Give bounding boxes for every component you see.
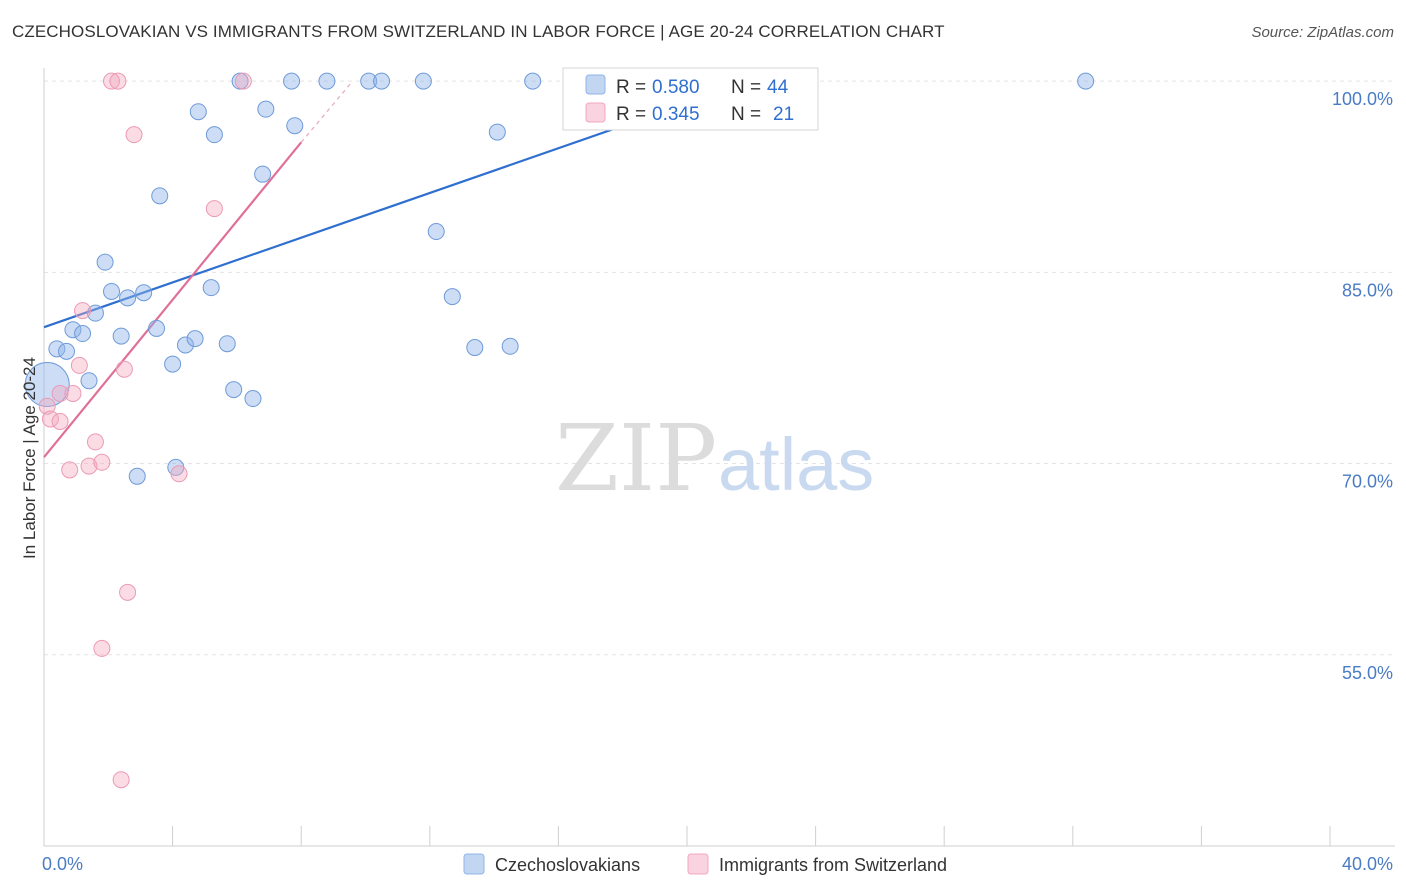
watermark-atlas: atlas [718,423,874,506]
point-0-22 [218,335,236,353]
y-axis-label: In Labor Force | Age 20-24 [20,357,39,559]
point-0-18 [186,330,204,348]
point-0-15 [164,355,182,373]
legend: R = 0.580 N = 44 R = 0.345 N = 21 [562,67,819,131]
point-1-7 [74,302,92,320]
point-1-17 [125,126,143,144]
point-0-5 [80,372,98,390]
point-1-14 [112,771,130,789]
point-0-34 [427,223,445,241]
y-tick-labels: 55.0% 70.0% 85.0% 100.0% [1332,89,1393,683]
legend-n-label-2: N = [731,104,761,125]
point-0-0 [24,362,70,408]
point-0-11 [135,284,153,302]
point-0-35 [443,288,461,306]
point-0-39 [524,72,542,90]
point-0-10 [112,327,130,345]
point-0-8 [103,282,121,300]
point-0-3 [64,321,82,339]
point-1-4 [61,461,79,479]
y-tick-label-2: 85.0% [1342,280,1393,300]
point-0-17 [176,336,194,354]
point-1-1 [41,410,59,428]
point-1-0 [38,397,56,415]
point-1-10 [93,453,111,471]
point-0-30 [318,72,336,90]
point-1-9 [86,433,104,451]
y-tick-label-1: 70.0% [1342,472,1393,492]
point-0-21 [205,126,223,144]
point-0-36 [466,339,484,357]
legend-n-value-2: 21 [773,104,794,125]
point-1-19 [205,200,223,218]
gridlines [44,80,1395,656]
bottom-legend-label-czechoslovakians: Czechoslovakians [495,855,640,875]
point-0-4 [74,325,92,343]
point-0-12 [148,319,166,337]
trend-lines [43,80,752,458]
point-0-37 [501,337,519,355]
bottom-legend-swatch-czechoslovakians [463,853,485,875]
point-1-2 [51,412,69,430]
point-1-16 [119,583,137,601]
legend-n-value-1: 44 [767,77,789,98]
point-0-6 [86,304,104,322]
source-label: Source: ZipAtlas.com [1251,24,1394,41]
y-tick-label-0: 55.0% [1342,663,1393,683]
legend-r-label-2: R = [616,104,646,125]
bottom-legend: Czechoslovakians Immigrants from Switzer… [463,853,947,875]
trend-line-1 [43,141,303,458]
point-0-28 [283,72,301,90]
chart-title: CZECHOSLOVAKIAN VS IMMIGRANTS FROM SWITZ… [12,22,945,41]
point-0-31 [360,72,378,90]
point-0-7 [96,253,114,271]
legend-r-value-1: 0.580 [652,77,700,98]
point-1-11 [93,639,111,657]
bottom-legend-label-swiss: Immigrants from Switzerland [719,855,947,875]
point-0-19 [189,103,207,121]
legend-swatch-czechoslovakians [585,74,606,95]
point-0-23 [225,381,243,399]
point-0-43 [1077,72,1095,90]
point-0-2 [58,342,76,360]
point-0-29 [286,117,304,135]
point-1-3 [51,384,69,402]
point-0-38 [488,123,506,141]
legend-r-label-1: R = [616,77,646,98]
point-1-18 [170,465,188,483]
point-0-25 [244,390,262,408]
legend-r-value-2: 0.345 [652,104,700,125]
legend-n-label-1: N = [731,77,761,98]
watermark: ZIP atlas [555,405,874,512]
bottom-legend-swatch-swiss [687,853,709,875]
point-1-6 [70,356,88,374]
point-1-8 [80,457,98,475]
point-0-14 [128,467,146,485]
point-0-32 [373,72,391,90]
point-1-5 [64,384,82,402]
x-tick-labels: 0.0% 40.0% [42,854,1393,874]
watermark-zip: ZIP [555,405,717,512]
point-1-15 [115,360,133,378]
point-0-27 [257,100,275,118]
x-tick-label-0: 0.0% [42,854,83,874]
point-0-20 [202,279,220,297]
point-0-1 [48,340,66,358]
point-0-9 [119,289,137,307]
x-tick-label-1: 40.0% [1342,854,1393,874]
y-tick-label-3: 100.0% [1332,89,1393,109]
legend-swatch-swiss [585,102,606,123]
trend-line-dashed-1 [300,80,354,143]
point-0-13 [151,187,169,205]
point-0-33 [414,72,432,90]
point-1-13 [109,72,127,90]
point-1-12 [103,72,121,90]
point-1-20 [234,72,252,90]
point-0-26 [254,165,272,183]
